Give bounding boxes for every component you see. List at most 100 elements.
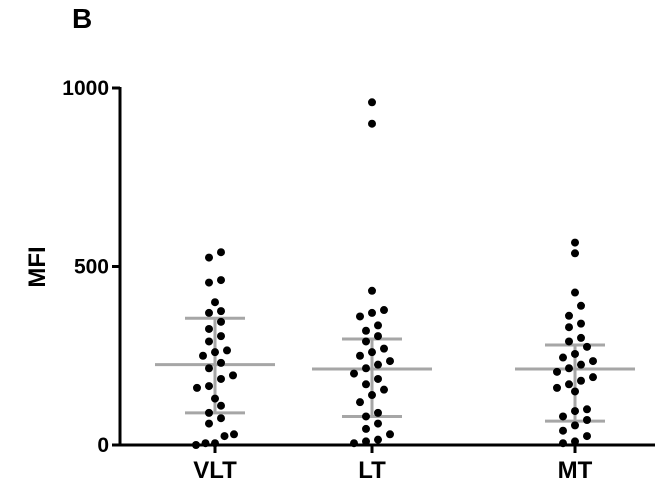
data-point-lt <box>368 119 376 128</box>
data-point-mt <box>583 342 591 351</box>
data-point-vlt <box>217 307 225 316</box>
data-point-vlt <box>201 439 210 448</box>
data-point-lt <box>368 308 376 317</box>
data-point-lt <box>368 348 376 357</box>
data-point-lt <box>362 424 370 433</box>
data-point-mt <box>589 373 597 382</box>
data-point-mt <box>565 311 573 320</box>
data-point-lt <box>374 374 382 383</box>
axes: 0 500 1000 VLT LT MT <box>62 77 655 484</box>
data-point-vlt <box>205 382 213 391</box>
data-point-lt <box>368 98 376 107</box>
data-point-mt <box>583 416 591 425</box>
data-point-lt <box>362 412 370 421</box>
y-tick-label: 500 <box>74 256 109 279</box>
data-point-mt <box>565 380 573 389</box>
data-point-lt <box>380 385 388 394</box>
data-point-mt <box>577 376 585 385</box>
panel-label: B <box>72 3 92 34</box>
x-tick-label: VLT <box>193 457 237 484</box>
data-point-vlt <box>223 346 231 355</box>
data-point-mt <box>571 238 579 247</box>
data-point-vlt <box>217 276 225 285</box>
data-point-vlt <box>230 430 238 439</box>
data-point-mt <box>553 367 561 376</box>
data-point-vlt <box>193 383 201 392</box>
data-point-vlt <box>217 317 225 326</box>
data-point-vlt <box>211 348 219 357</box>
summary-lines <box>155 316 635 423</box>
data-point-mt <box>559 412 567 421</box>
data-point-lt <box>350 439 358 448</box>
data-point-lt <box>386 430 394 439</box>
data-point-vlt <box>205 419 213 428</box>
data-point-lt <box>374 435 382 444</box>
data-point-lt <box>374 419 382 428</box>
data-point-mt <box>571 288 579 297</box>
data-point-mt <box>559 426 567 435</box>
data-point-vlt <box>217 401 225 410</box>
data-point-lt <box>362 437 370 446</box>
data-point-lt <box>374 321 382 330</box>
data-point-mt <box>553 383 561 392</box>
data-point-mt <box>589 357 597 366</box>
data-point-vlt <box>205 408 213 417</box>
data-point-mt <box>571 387 579 396</box>
y-tick-label: 1000 <box>62 77 109 100</box>
data-point-lt <box>356 398 364 407</box>
data-point-mt <box>565 364 573 373</box>
data-point-mt <box>559 439 567 448</box>
data-points <box>192 98 597 449</box>
data-point-vlt <box>211 298 219 307</box>
data-point-vlt <box>211 394 219 403</box>
data-point-lt <box>368 286 376 295</box>
data-point-vlt <box>205 324 213 333</box>
data-point-vlt <box>217 374 225 383</box>
data-point-lt <box>368 391 376 400</box>
data-point-vlt <box>205 253 213 262</box>
data-point-lt <box>362 380 370 389</box>
data-point-vlt <box>229 371 237 380</box>
data-point-vlt <box>217 414 225 423</box>
data-point-lt <box>350 369 358 378</box>
data-point-lt <box>386 357 394 366</box>
data-point-lt <box>362 364 370 373</box>
data-point-vlt <box>211 439 219 448</box>
data-point-vlt <box>217 332 225 341</box>
data-point-vlt <box>205 337 213 346</box>
data-point-vlt <box>205 278 213 287</box>
data-point-vlt <box>220 432 229 441</box>
data-point-mt <box>577 319 585 328</box>
y-tick-label: 0 <box>97 434 109 457</box>
data-point-vlt <box>192 441 200 449</box>
data-point-mt <box>577 360 585 369</box>
data-point-mt <box>583 432 591 441</box>
data-point-lt <box>374 408 382 417</box>
data-point-vlt <box>217 358 225 367</box>
x-tick-label: LT <box>358 457 386 484</box>
data-point-mt <box>571 249 579 258</box>
data-point-mt <box>565 337 573 346</box>
data-point-mt <box>571 437 579 446</box>
data-point-vlt <box>199 351 207 360</box>
data-point-vlt <box>205 308 213 317</box>
y-axis-label: MFI <box>24 246 51 287</box>
data-point-vlt <box>205 364 213 373</box>
data-point-lt <box>380 306 388 315</box>
data-point-lt <box>374 332 382 341</box>
data-point-vlt <box>217 248 225 257</box>
data-point-lt <box>362 326 370 335</box>
data-point-mt <box>571 349 579 358</box>
data-point-mt <box>565 323 573 332</box>
data-point-lt <box>380 344 388 353</box>
data-point-lt <box>356 351 364 360</box>
data-point-mt <box>571 421 579 430</box>
data-point-mt <box>571 407 579 416</box>
data-point-mt <box>559 353 567 362</box>
data-point-mt <box>577 333 585 342</box>
data-point-mt <box>583 405 591 414</box>
data-point-mt <box>577 301 585 310</box>
x-tick-label: MT <box>558 457 593 484</box>
data-point-lt <box>374 360 382 369</box>
